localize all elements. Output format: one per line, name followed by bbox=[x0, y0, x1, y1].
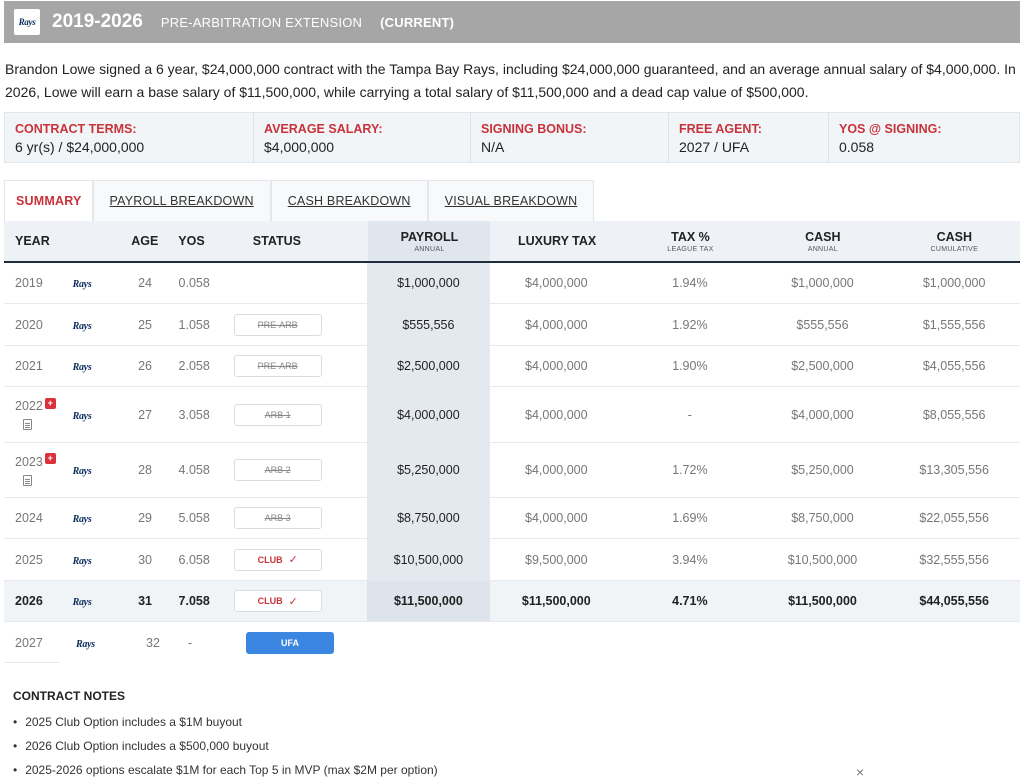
col-cash-annual[interactable]: CASH ANNUAL bbox=[805, 229, 841, 253]
table-row: 2022 + Rays 27 3.058 ARB 1 $4,000,000 $4… bbox=[4, 387, 1020, 443]
term-free-agent: FREE AGENT: 2027 / UFA bbox=[669, 113, 829, 162]
club-option-badge[interactable]: CLUB ✓ bbox=[233, 548, 322, 571]
tab-visual-breakdown[interactable]: VISUAL BREAKDOWN bbox=[427, 180, 595, 221]
col-cash-cumulative[interactable]: CASH CUMULATIVE bbox=[930, 229, 979, 253]
document-icon[interactable] bbox=[23, 419, 32, 430]
term-yos-signing: YOS @ SIGNING: 0.058 bbox=[839, 122, 942, 155]
col-payroll[interactable]: PAYROLL ANNUAL bbox=[368, 221, 491, 261]
team-logo: Rays bbox=[72, 362, 92, 373]
team-logo: Rays bbox=[72, 466, 92, 477]
status-badge: PRE-ARB bbox=[233, 355, 322, 377]
note-item: 2025 Club Option includes a $1M buyout bbox=[13, 713, 438, 737]
col-year[interactable]: YEAR bbox=[15, 234, 50, 248]
status-badge: ARB 2 bbox=[233, 459, 322, 481]
contract-table: YEAR AGE YOS STATUS PAYROLL ANNUAL LUXUR… bbox=[4, 221, 1020, 663]
document-icon[interactable] bbox=[23, 474, 32, 486]
injury-flag-icon[interactable]: + bbox=[44, 453, 56, 464]
team-logo: Rays bbox=[72, 555, 92, 567]
col-yos[interactable]: YOS bbox=[178, 234, 205, 248]
ufa-badge[interactable]: UFA bbox=[246, 631, 334, 654]
term-average-salary: AVERAGE SALARY: $4,000,000 bbox=[254, 113, 471, 162]
table-row: 2020 Rays 25 1.058 PRE-ARB $555,556 $4,0… bbox=[4, 304, 1020, 346]
breakdown-tabs: SUMMARY PAYROLL BREAKDOWN CASH BREAKDOWN… bbox=[4, 180, 595, 221]
team-logo: Rays bbox=[72, 514, 92, 525]
col-age[interactable]: AGE bbox=[131, 234, 159, 248]
team-logo: Rays bbox=[72, 410, 92, 422]
contract-years: 2019-2026 bbox=[52, 11, 143, 32]
table-row: 2023 + Rays 28 4.058 ARB 2 $5,250,000 $4… bbox=[4, 443, 1020, 498]
table-row-free-agent: 2027 Rays 32 - UFA bbox=[4, 622, 1020, 663]
team-logo: Rays bbox=[72, 279, 92, 290]
current-label: (CURRENT) bbox=[380, 14, 455, 30]
table-header: YEAR AGE YOS STATUS PAYROLL ANNUAL LUXUR… bbox=[4, 221, 1020, 263]
close-icon[interactable]: × bbox=[856, 764, 865, 780]
table-row-current: 2026 Rays 31 7.058 CLUB ✓ $11,500,000 $1… bbox=[4, 581, 1020, 622]
team-logo: Rays bbox=[72, 320, 92, 332]
check-icon: ✓ bbox=[288, 554, 298, 566]
tab-cash-breakdown[interactable]: CASH BREAKDOWN bbox=[270, 180, 428, 221]
team-logo: Rays bbox=[14, 9, 40, 35]
term-contract: CONTRACT TERMS: 6 yr(s) / $24,000,000 bbox=[5, 113, 254, 162]
tab-summary[interactable]: SUMMARY bbox=[4, 180, 93, 221]
club-option-badge[interactable]: CLUB ✓ bbox=[233, 590, 322, 612]
contract-header: Rays 2019-2026 PRE-ARBITRATION EXTENSION… bbox=[4, 1, 1020, 43]
contract-summary: Brandon Lowe signed a 6 year, $24,000,00… bbox=[5, 61, 1016, 100]
col-tax-percent[interactable]: TAX % LEAGUE TAX bbox=[667, 229, 714, 253]
tab-payroll-breakdown[interactable]: PAYROLL BREAKDOWN bbox=[92, 180, 271, 221]
table-row: 2021 Rays 26 2.058 PRE-ARB $2,500,000 $4… bbox=[4, 346, 1020, 387]
row-divider bbox=[4, 662, 60, 663]
term-signing-bonus: SIGNING BONUS: N/A bbox=[471, 113, 669, 162]
contract-notes: 2025 Club Option includes a $1M buyout 2… bbox=[13, 713, 438, 783]
team-logo: Rays bbox=[76, 638, 95, 650]
table-row: 2025 Rays 30 6.058 CLUB ✓ $10,500,000 $9… bbox=[4, 539, 1020, 581]
check-icon: ✓ bbox=[288, 595, 298, 608]
contract-type: PRE-ARBITRATION EXTENSION bbox=[160, 14, 363, 30]
contract-terms: CONTRACT TERMS: 6 yr(s) / $24,000,000 AV… bbox=[4, 112, 1020, 163]
table-row: 2019 Rays 24 0.058 $1,000,000 $4,000,000… bbox=[4, 263, 1020, 304]
note-item: 2025-2026 options escalate $1M for each … bbox=[13, 761, 437, 783]
col-team bbox=[69, 221, 122, 261]
injury-flag-icon[interactable]: + bbox=[44, 397, 56, 409]
status-badge: ARB 1 bbox=[233, 403, 322, 426]
note-item: 2026 Club Option includes a $500,000 buy… bbox=[13, 737, 438, 761]
status-badge: ARB 3 bbox=[233, 507, 322, 529]
contract-notes-title: CONTRACT NOTES bbox=[13, 689, 125, 703]
team-logo: Rays bbox=[72, 597, 92, 608]
col-luxury-tax[interactable]: LUXURY TAX bbox=[517, 234, 597, 248]
col-status[interactable]: STATUS bbox=[252, 234, 301, 248]
table-row: 2024 Rays 29 5.058 ARB 3 $8,750,000 $4,0… bbox=[4, 498, 1020, 539]
status-badge: PRE-ARB bbox=[233, 313, 322, 336]
